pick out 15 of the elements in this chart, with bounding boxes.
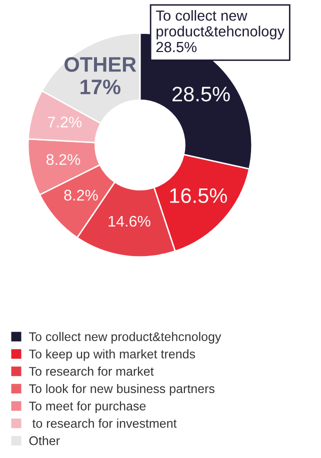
legend-label: To collect new product&tehcnology <box>29 332 222 344</box>
text: To collect new product&tehcnology 28.5% <box>156 10 285 52</box>
data-label: 14.6% <box>108 216 150 227</box>
data-label: 8.2% <box>46 154 80 165</box>
legend-label: To research for market <box>29 366 154 376</box>
data-label: 16.5% <box>170 188 227 204</box>
data-label: 28.5% <box>172 86 230 102</box>
legend-label: to research for investment <box>32 418 177 428</box>
data-label: 7.2% <box>48 116 82 128</box>
legend-label: Other <box>29 436 60 446</box>
legend-label: To look for new business partners <box>29 384 214 396</box>
data-label: OTHER 17% <box>64 57 136 94</box>
legend-label: To meet for purchase <box>29 401 146 413</box>
legend-label: To keep up with market trends <box>29 349 196 361</box>
data-label: 8.2% <box>64 190 98 201</box>
